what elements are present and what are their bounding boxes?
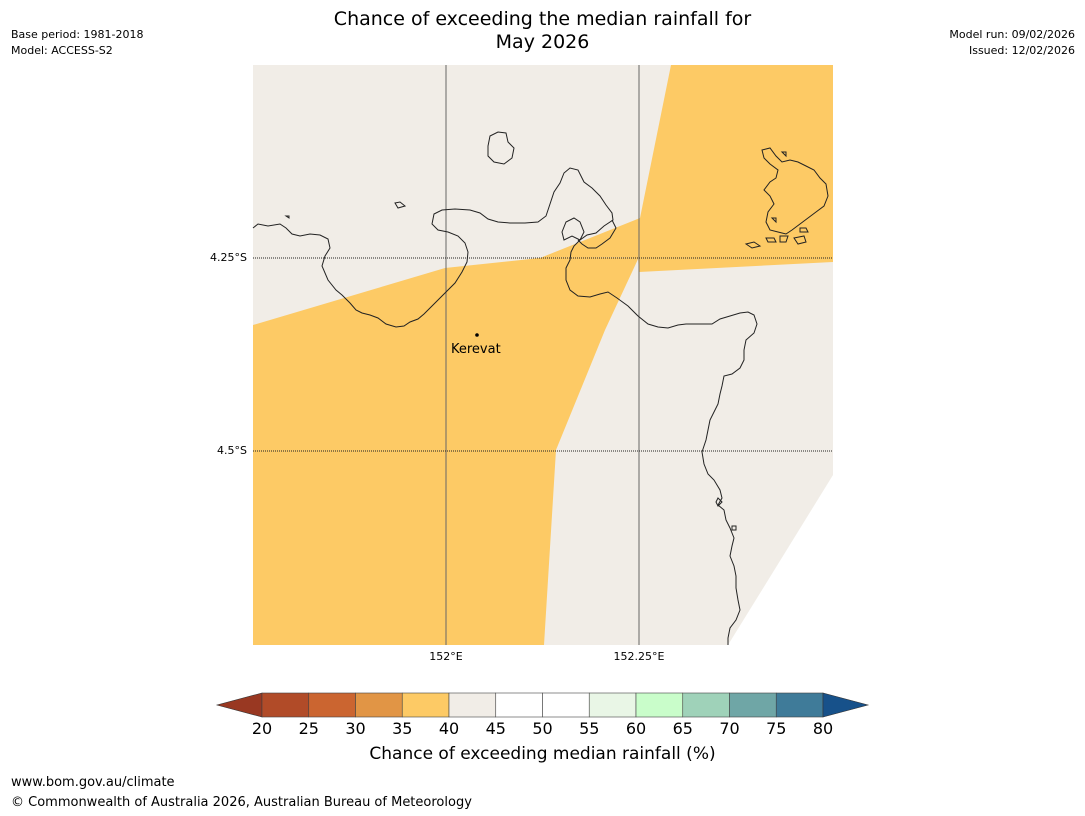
colorbar-tick-25: 25	[298, 719, 319, 738]
lon-label-152-25: 152.25°E	[613, 650, 665, 663]
colorbar-tick-60: 60	[625, 719, 647, 738]
footer-copyright: © Commonwealth of Australia 2026, Austra…	[11, 795, 472, 810]
colorbar-segment-65-70	[682, 692, 730, 718]
lon-label-152: 152°E	[429, 650, 463, 663]
colorbar-tick-80: 80	[812, 719, 834, 738]
islet-east-1	[731, 525, 737, 531]
colorbar-tick-50: 50	[532, 719, 553, 738]
islet-dyi-6	[770, 217, 777, 224]
footer-url[interactable]: www.bom.gov.au/climate	[11, 775, 175, 790]
islands-duke-of-york	[761, 147, 829, 235]
meta-right: Model run: 09/02/2026 Issued: 12/02/2026	[949, 27, 1075, 59]
colorbar-segment-45-50	[495, 692, 543, 718]
islet-dyi-4	[779, 235, 789, 243]
lat-label-4-5: 4.5°S	[217, 444, 247, 457]
colorbar-segment-75-80	[775, 692, 824, 718]
colorbar-tick-20: 20	[251, 719, 273, 738]
islet-dyi-7	[780, 151, 787, 158]
colorbar-segment-70-75	[729, 692, 777, 718]
islet-dyi-2	[765, 237, 777, 243]
colorbar-label: Chance of exceeding median rainfall (%)	[369, 744, 716, 764]
colorbar-segment-60-65	[635, 692, 684, 718]
colorbar-segment-40-45	[448, 692, 497, 718]
coastline-bay-inner	[561, 217, 585, 241]
map-title: Chance of exceeding the median rainfall …	[0, 8, 1085, 54]
colorbar-segment-35-40	[401, 692, 450, 718]
colorbar-segment-30-35	[355, 692, 403, 718]
title-line-1: Chance of exceeding the median rainfall …	[333, 8, 752, 30]
colorbar-tick-40: 40	[438, 719, 460, 738]
colorbar-tick-65: 65	[672, 719, 693, 738]
graticule	[253, 65, 833, 645]
model-name: Model: ACCESS-S2	[11, 44, 113, 57]
coastline-bay	[577, 219, 617, 249]
lat-label-4-25: 4.25°S	[210, 251, 247, 264]
colorbar-tick-75: 75	[766, 719, 787, 738]
colorbar-tick-45: 45	[485, 719, 506, 738]
place-label-kerevat: Kerevat	[451, 342, 501, 357]
colorbar-tick-35: 35	[392, 719, 413, 738]
colorbar-tick-55: 55	[579, 719, 600, 738]
islet-dyi-3	[793, 235, 807, 245]
islet-west-1	[394, 201, 407, 209]
islet-dyi-1	[744, 241, 762, 249]
title-line-2: May 2026	[495, 31, 590, 53]
map-band-35-40-northeast	[540, 65, 833, 272]
islet-dyi-5	[799, 227, 809, 233]
issued-date: Issued: 12/02/2026	[968, 44, 1075, 57]
meta-left: Base period: 1981-2018 Model: ACCESS-S2	[11, 27, 143, 59]
kerevat-marker	[475, 333, 479, 337]
islet-dyi-8	[715, 497, 723, 507]
islet-west-2	[284, 215, 290, 219]
base-period: Base period: 1981-2018	[11, 28, 144, 41]
colorbar-segment-20-25	[261, 692, 310, 718]
coastlines	[252, 131, 829, 645]
island-watom	[487, 131, 515, 165]
colorbar-segment-25-30	[308, 692, 356, 718]
colorbar-extend-under	[215, 692, 263, 718]
colorbar-segment-55-60	[588, 692, 637, 718]
colorbar-extend-over	[822, 692, 870, 718]
colorbar-tick-30: 30	[345, 719, 366, 738]
colorbar-segment-50-55	[542, 692, 590, 718]
colorbar-tick-70: 70	[719, 719, 740, 738]
model-run: Model run: 09/02/2026	[949, 28, 1075, 41]
coastline-main	[252, 167, 758, 645]
